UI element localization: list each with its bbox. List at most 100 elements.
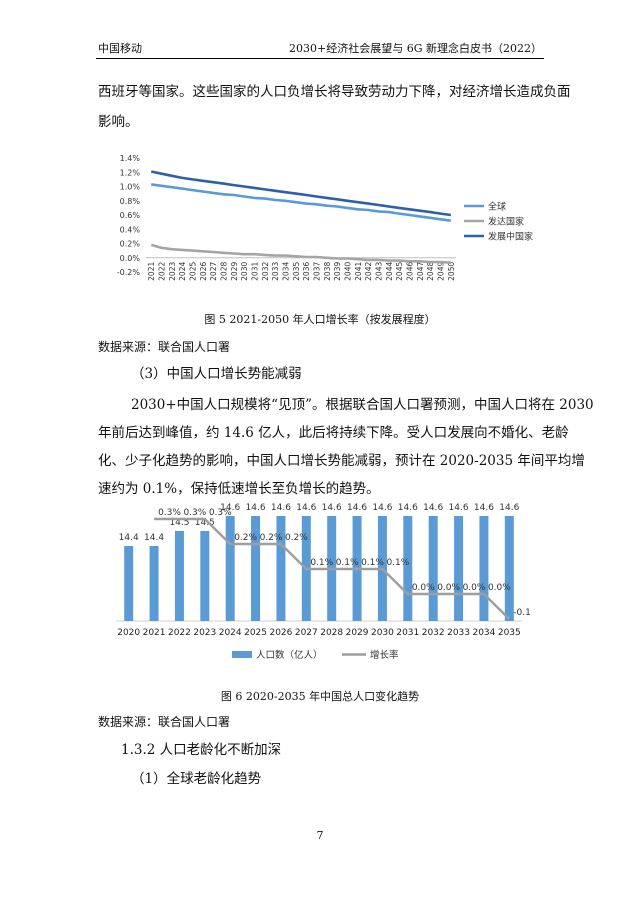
bar-data-label: 14.6 bbox=[474, 503, 494, 513]
section3-line-1: 2030+中国人口规模将“见顶”。根据联合国人口署预测，中国人口将在 2030 bbox=[131, 397, 594, 413]
y-tick-label: 0.6% bbox=[120, 211, 141, 220]
x-tick-label: 2022 bbox=[158, 262, 167, 281]
x-tick-label: 2025 bbox=[244, 628, 267, 638]
bar bbox=[225, 516, 235, 621]
x-tick-label: 2040 bbox=[344, 262, 353, 281]
x-tick-label: 2031 bbox=[396, 628, 419, 638]
y-tick-label: 0.0% bbox=[120, 254, 141, 263]
growth-rate-label: -0.1% bbox=[513, 608, 530, 618]
bar-data-label: 14.6 bbox=[449, 503, 469, 513]
y-tick-label: 1.0% bbox=[120, 183, 141, 192]
growth-rate-label: 0.0% bbox=[463, 583, 486, 593]
bar-data-label: 14.6 bbox=[296, 503, 316, 513]
legend-label: 全球 bbox=[488, 201, 506, 213]
x-tick-label: 2038 bbox=[323, 262, 332, 281]
bar bbox=[403, 516, 413, 621]
figure6-caption: 图 6 2020-2035 年中国总人口变化趋势 bbox=[220, 690, 420, 703]
section3-line-2: 年前后达到峰值，约 14.6 亿人，此后将持续下降。受人口发展向不婚化、老龄 bbox=[98, 425, 569, 441]
y-tick-label: -0.2% bbox=[117, 268, 141, 277]
growth-rate-line bbox=[154, 517, 511, 620]
x-tick-label: 2047 bbox=[416, 262, 425, 281]
growth-rate-label: 0.3% bbox=[209, 508, 232, 518]
x-tick-label: 2021 bbox=[143, 628, 166, 638]
bar-data-label: 14.6 bbox=[246, 503, 266, 513]
bar-data-label: 14.4 bbox=[119, 533, 139, 543]
x-tick-label: 2029 bbox=[346, 628, 369, 638]
figure6-combo-chart: 14.4 2020 14.4 2021 14.5 2022 14.5 2023 14.6 2024… bbox=[116, 503, 530, 661]
x-tick-label: 2036 bbox=[302, 262, 311, 281]
growth-rate-label: 0.0% bbox=[437, 583, 460, 593]
growth-rate-label: 0.1% bbox=[361, 558, 384, 568]
bar-data-label: 14.6 bbox=[372, 503, 392, 513]
series-line-0 bbox=[151, 183, 451, 222]
bar-data-label: 14.4 bbox=[144, 533, 164, 543]
intro-line-1: 西班牙等国家。这些国家的人口负增长将导致劳动力下降，对经济增长造成负面 bbox=[98, 84, 571, 100]
x-tick-label: 2049 bbox=[437, 262, 446, 281]
growth-rate-label: 0.1% bbox=[336, 558, 359, 568]
x-tick-label: 2031 bbox=[251, 262, 260, 281]
bar bbox=[504, 516, 514, 621]
bar-data-label: 14.6 bbox=[423, 503, 443, 513]
x-tick-label: 2027 bbox=[295, 628, 318, 638]
bar-data-label: 14.6 bbox=[398, 503, 418, 513]
section3-title: （3）中国人口增长势能减弱 bbox=[131, 366, 302, 382]
legend-label: 发达国家 bbox=[488, 216, 524, 228]
bar-data-label: 14.6 bbox=[271, 503, 291, 513]
y-tick-label: 0.8% bbox=[120, 197, 141, 206]
x-tick-label: 2023 bbox=[193, 628, 216, 638]
series-line-2 bbox=[150, 170, 451, 217]
subsection-title: 1.3.2 人口老龄化不断加深 bbox=[121, 742, 282, 758]
x-tick-label: 2037 bbox=[313, 262, 322, 281]
x-tick-label: 2024 bbox=[219, 628, 242, 638]
x-tick-label: 2043 bbox=[375, 262, 384, 281]
figure5-line-chart: -0.2% 0.0% 0.2% 0.4% 0.6% 0.8% 1.0% 1.2% 1.4% 202… bbox=[117, 154, 533, 281]
x-tick-label: 2029 bbox=[230, 262, 239, 281]
legend-swatch-bars bbox=[232, 651, 252, 658]
bar-data-label: 14.5 bbox=[195, 518, 215, 528]
x-tick-label: 2033 bbox=[271, 262, 280, 281]
x-tick-label: 2022 bbox=[168, 628, 191, 638]
x-tick-label: 2028 bbox=[220, 262, 229, 281]
figure5-caption: 图 5 2021-2050 年人口增长率（按发展程度） bbox=[204, 313, 436, 326]
growth-rate-label: 0.1% bbox=[310, 558, 333, 568]
bar bbox=[251, 516, 261, 621]
x-tick-label: 2025 bbox=[189, 262, 198, 281]
x-tick-label: 2035 bbox=[498, 628, 521, 638]
series-line-1 bbox=[150, 243, 451, 264]
x-tick-label: 2042 bbox=[364, 262, 373, 281]
x-tick-label: 2034 bbox=[282, 262, 291, 281]
growth-rate-label: 0.0% bbox=[412, 583, 435, 593]
x-tick-label: 2050 bbox=[447, 262, 456, 281]
x-tick-label: 2026 bbox=[269, 628, 292, 638]
section3-line-4: 速约为 0.1%，保持低速增长至负增长的趋势。 bbox=[98, 481, 380, 497]
growth-rate-label: 0.3% bbox=[183, 508, 206, 518]
x-tick-label: 2046 bbox=[406, 262, 415, 281]
x-tick-label: 2045 bbox=[395, 262, 404, 281]
x-tick-label: 2030 bbox=[371, 628, 394, 638]
bar bbox=[149, 546, 159, 621]
x-tick-label: 2032 bbox=[422, 628, 445, 638]
legend-label: 发展中国家 bbox=[488, 231, 533, 243]
figure6-source: 数据来源：联合国人口署 bbox=[98, 715, 231, 729]
x-tick-label: 2041 bbox=[354, 262, 363, 281]
bar-data-label: 14.6 bbox=[322, 503, 342, 513]
growth-rate-label: 0.2% bbox=[285, 533, 308, 543]
bar-data-label: 14.6 bbox=[220, 503, 240, 513]
bar bbox=[428, 516, 438, 621]
bar bbox=[200, 531, 210, 621]
y-tick-label: 1.2% bbox=[120, 168, 141, 177]
bar-data-label: 14.6 bbox=[347, 503, 367, 513]
page-number: 7 bbox=[316, 829, 324, 842]
section3-line-3: 化、少子化趋势的影响，中国人口增长势能减弱，预计在 2020-2035 年间平均… bbox=[98, 453, 585, 469]
bar bbox=[174, 531, 184, 621]
x-tick-label: 2033 bbox=[447, 628, 470, 638]
bar bbox=[479, 516, 489, 621]
growth-rate-label: 0.3% bbox=[158, 508, 181, 518]
legend-label-line: 增长率 bbox=[370, 649, 399, 661]
header-divider bbox=[96, 58, 544, 59]
growth-rate-label: 0.2% bbox=[234, 533, 257, 543]
y-tick-label: 0.4% bbox=[120, 225, 141, 234]
x-tick-label: 2044 bbox=[385, 262, 394, 281]
bar bbox=[124, 546, 134, 621]
growth-rate-label: 0.0% bbox=[488, 583, 511, 593]
